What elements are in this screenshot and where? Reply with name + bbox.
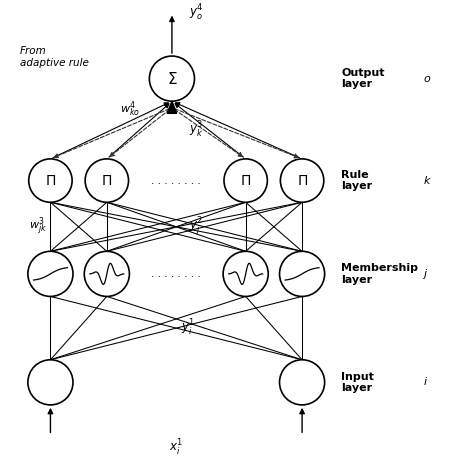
Text: $w_{jk}^3$: $w_{jk}^3$ [29, 216, 47, 238]
Circle shape [84, 251, 129, 296]
Circle shape [280, 251, 325, 296]
Text: k: k [424, 176, 430, 186]
Text: Input
layer: Input layer [341, 372, 374, 393]
Text: o: o [424, 74, 430, 83]
Circle shape [29, 159, 72, 202]
Text: $x_i^1$: $x_i^1$ [169, 438, 183, 458]
Text: j: j [424, 269, 427, 279]
Circle shape [224, 159, 267, 202]
Circle shape [149, 56, 194, 101]
Text: $\Pi$: $\Pi$ [240, 174, 251, 188]
Text: $y_i^1$: $y_i^1$ [181, 318, 195, 338]
Text: $w_{ko}^4$: $w_{ko}^4$ [120, 99, 140, 119]
Text: . . . . . . . .: . . . . . . . . [151, 269, 201, 279]
Circle shape [85, 159, 128, 202]
Circle shape [281, 159, 324, 202]
Text: . . . . . . . .: . . . . . . . . [151, 176, 201, 186]
Text: From
adaptive rule: From adaptive rule [20, 46, 89, 68]
Text: $y_o^4$: $y_o^4$ [189, 3, 204, 23]
Circle shape [28, 360, 73, 405]
Text: $y_k^3$: $y_k^3$ [189, 120, 204, 140]
Circle shape [28, 251, 73, 296]
Text: $\Pi$: $\Pi$ [45, 174, 56, 188]
Text: $\Pi$: $\Pi$ [101, 174, 112, 188]
Polygon shape [167, 101, 177, 113]
Text: Membership
layer: Membership layer [341, 263, 418, 285]
Text: $\Sigma$: $\Sigma$ [166, 71, 177, 87]
Text: i: i [424, 378, 427, 387]
Text: $y_j^2$: $y_j^2$ [189, 216, 203, 238]
Text: Output
layer: Output layer [341, 68, 384, 89]
Text: $\Pi$: $\Pi$ [297, 174, 308, 188]
Circle shape [280, 360, 325, 405]
Text: Rule
layer: Rule layer [341, 170, 372, 191]
Circle shape [223, 251, 268, 296]
